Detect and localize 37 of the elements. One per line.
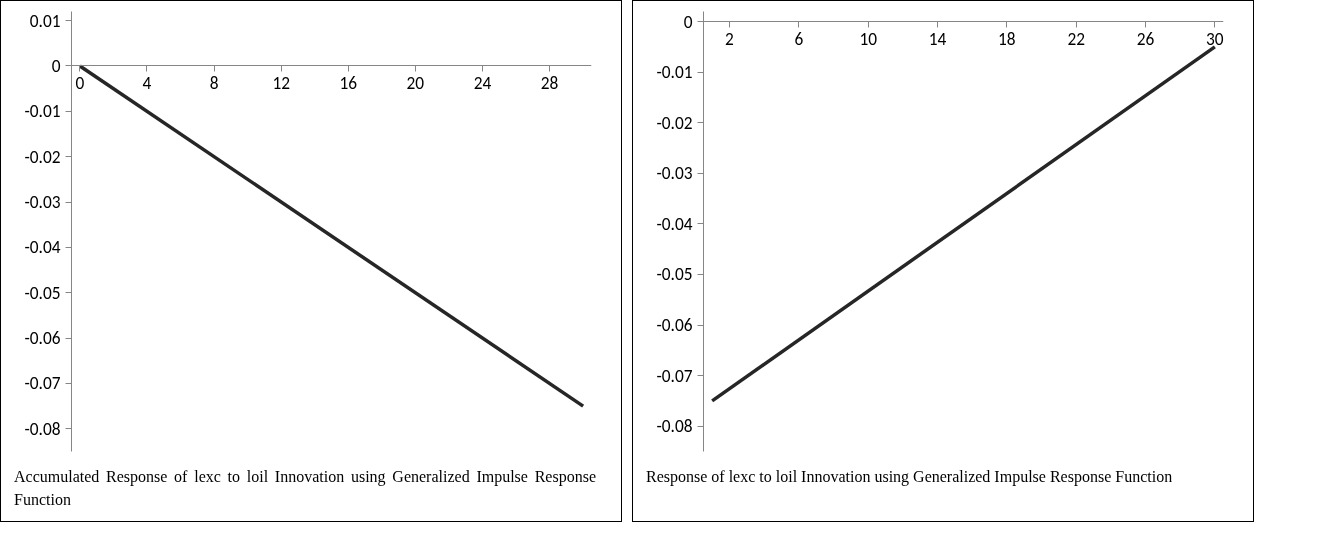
- x-tick-label: 8: [209, 71, 219, 94]
- x-tick-label: 22: [1067, 27, 1086, 50]
- x-tick-label: 24: [473, 71, 492, 94]
- x-tick-label: 16: [339, 71, 358, 94]
- y-tick-label: -0.06: [656, 314, 693, 337]
- x-tick-label: 0: [75, 71, 85, 94]
- y-tick-label: 0: [683, 10, 693, 33]
- y-tick-label: -0.04: [656, 212, 693, 235]
- x-tick-label: 4: [142, 71, 152, 94]
- y-tick-label: -0.01: [656, 61, 693, 84]
- x-tick-label: 28: [540, 71, 559, 94]
- y-tick-label: -0.02: [656, 111, 693, 134]
- x-tick-label: 6: [794, 27, 804, 50]
- x-tick-label: 30: [1206, 27, 1224, 50]
- y-tick-label: -0.05: [24, 281, 61, 304]
- x-tick-label: 20: [406, 71, 425, 94]
- x-tick-label: 2: [725, 27, 735, 50]
- y-tick-label: -0.01: [24, 100, 61, 123]
- y-tick-label: -0.04: [24, 236, 61, 259]
- y-tick-label: -0.08: [24, 417, 61, 440]
- y-tick-label: 0: [51, 54, 61, 77]
- text: Response of lexc to loil Innovation using Generalized Impulse Response Function: [646, 467, 1173, 488]
- y-tick-label: 0.01: [29, 9, 61, 32]
- y-tick-label: -0.07: [656, 364, 693, 387]
- y-tick-label: -0.05: [656, 263, 693, 286]
- y-tick-label: -0.03: [656, 162, 693, 185]
- y-tick-label: -0.02: [24, 145, 61, 168]
- x-tick-label: 26: [1136, 27, 1155, 50]
- x-tick-label: 18: [998, 27, 1016, 50]
- y-tick-label: -0.03: [24, 191, 61, 214]
- text: Accumulated Response of lexc to loil Innovation using Generalized Impulse Response Function: [14, 467, 596, 510]
- y-tick-label: -0.08: [656, 415, 693, 438]
- x-tick-label: 14: [928, 27, 947, 50]
- x-tick-label: 12: [272, 71, 291, 94]
- y-tick-label: -0.06: [24, 327, 61, 350]
- x-tick-label: 10: [859, 27, 878, 50]
- y-tick-label: -0.07: [24, 372, 61, 395]
